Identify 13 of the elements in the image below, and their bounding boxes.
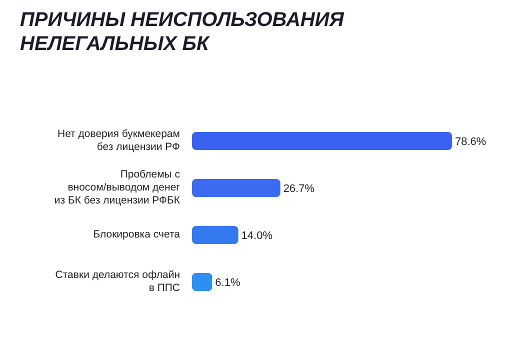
bar: [192, 132, 452, 150]
bar: [192, 179, 280, 197]
y-tick-label: Проблемы с вносом/выводом денег из БК без лицензии РФБК: [54, 168, 181, 206]
data-label: 6.1%: [215, 276, 240, 289]
y-tick-label: Блокировка счета: [93, 228, 180, 240]
bar: [192, 226, 238, 244]
data-label: 26.7%: [283, 182, 315, 195]
y-tick-label: Нет доверия букмекерам без лицензии РФ: [57, 128, 180, 153]
y-tick-label: Ставки делаются офлайн в ППС: [55, 268, 180, 294]
bar: [192, 273, 212, 291]
data-label: 78.6%: [455, 136, 486, 148]
chart-title: ПРИЧИНЫ НЕИСПОЛЬЗОВАНИЯ НЕЛЕГАЛЬНЫХ БК: [20, 8, 344, 56]
data-label: 14.0%: [241, 230, 273, 242]
